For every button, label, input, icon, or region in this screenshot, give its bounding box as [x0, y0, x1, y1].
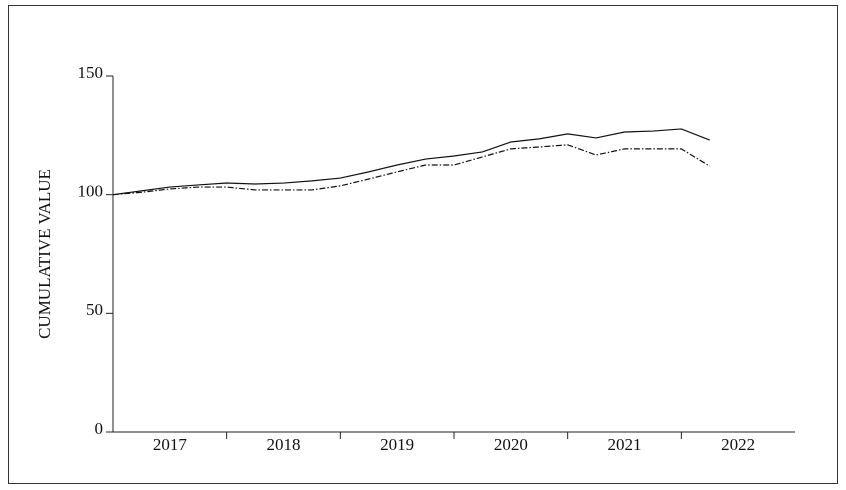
y-tick-label: 150: [78, 63, 104, 82]
y-tick-label: 50: [86, 300, 103, 319]
series-line: [112, 144, 711, 196]
x-tick-label: 2018: [267, 435, 301, 454]
y-axis-label: CUMULATIVE VALUE: [35, 169, 54, 339]
x-tick-label: 2021: [608, 435, 642, 454]
series-line: [112, 128, 710, 196]
y-tick-label: 0: [95, 419, 104, 438]
chart-frame: [8, 5, 838, 484]
x-tick-label: 2017: [153, 435, 188, 454]
x-tick-label: 2022: [721, 435, 755, 454]
x-tick-label: 2020: [494, 435, 528, 454]
x-tick-label: 2019: [380, 435, 414, 454]
y-tick-label: 100: [78, 182, 104, 201]
